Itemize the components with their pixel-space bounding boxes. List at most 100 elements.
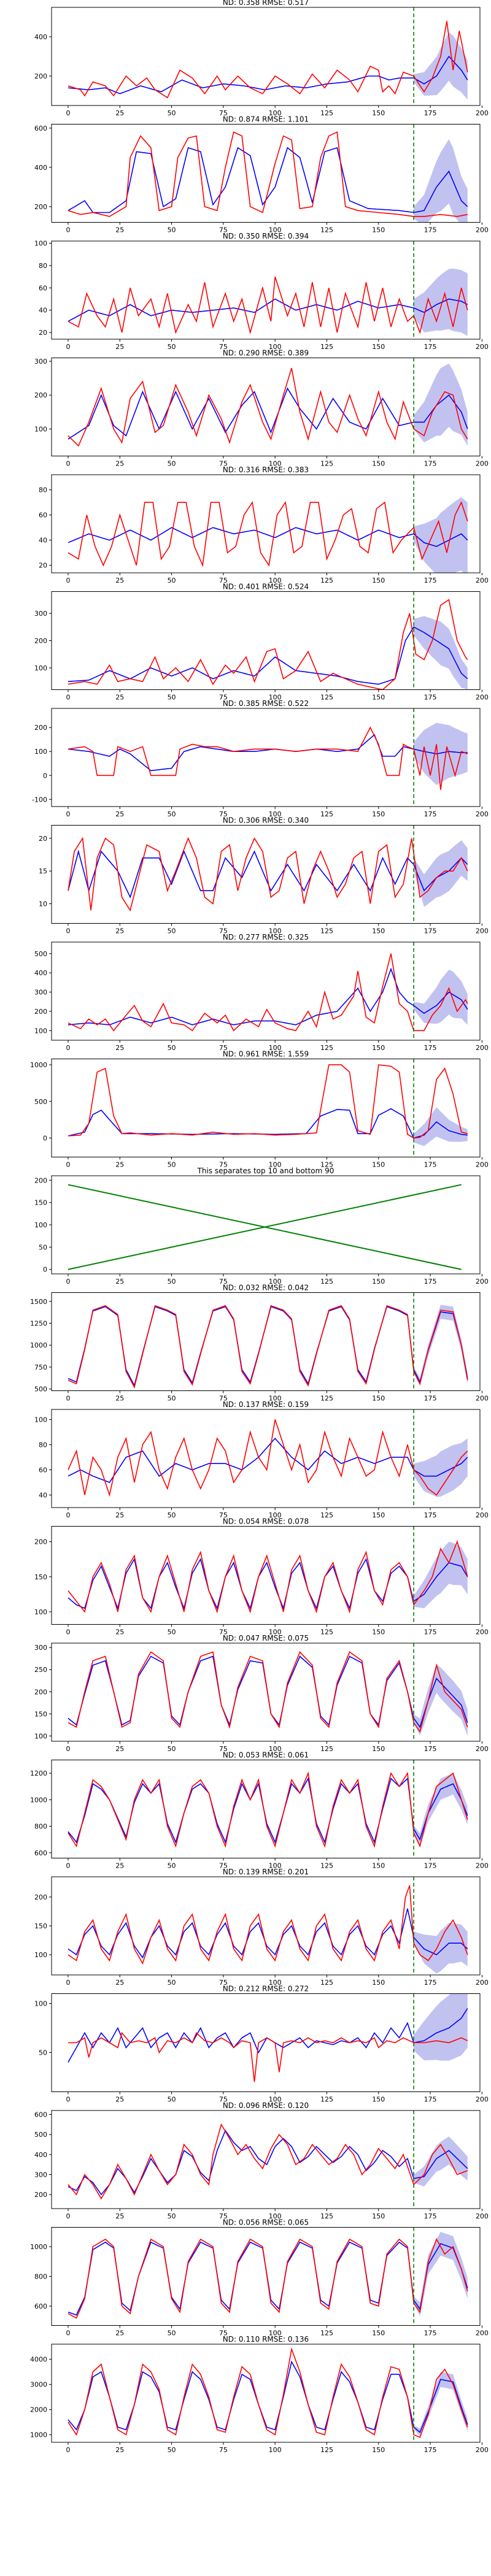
x-tick-label: 150 [372,1161,385,1169]
predicted-series [68,1437,468,1483]
x-tick-label: 50 [168,343,176,351]
predicted-series [68,2129,468,2196]
chart-title: ND: 0.137 RMSE: 0.159 [223,1400,309,1409]
x-tick-label: 175 [424,577,437,585]
actual-series [68,837,468,912]
y-tick-label: 200 [34,1688,47,1696]
x-tick-label: 125 [320,109,333,117]
actual-series [68,131,468,217]
x-tick-label: 0 [66,2329,70,2337]
y-tick-label: 20 [39,562,47,570]
x-tick-label: 175 [424,109,437,117]
chart-title: ND: 0.096 RMSE: 0.120 [223,2101,309,2110]
x-tick-label: 150 [372,577,385,585]
chart-panel-12: ND: 0.032 RMSE: 0.042 500 750 1000 1250 1500 0… [30,1284,489,1403]
prediction-interval-band [414,723,468,785]
axes-frame [51,1760,481,1858]
x-tick-label: 25 [115,694,124,702]
axes-frame [51,2110,481,2209]
x-tick-label: 75 [219,343,228,351]
x-tick-label: 100 [269,927,282,935]
chart-title: ND: 0.350 RMSE: 0.394 [223,232,309,240]
x-tick-label: 50 [168,226,176,234]
y-tick-label: 100 [34,1608,47,1616]
x-tick-label: 0 [66,2212,70,2220]
plot-area [68,591,468,690]
plot-area [68,2344,468,2442]
plot-area [68,1526,468,1625]
y-tick-label: 1000 [30,2431,47,2439]
predicted-series [68,849,468,899]
x-tick-label: 100 [269,1161,282,1169]
x-tick-label: 125 [320,226,333,234]
y-tick-label: 150 [34,1922,47,1930]
x-tick-label: 0 [66,2096,70,2104]
x-tick-label: 200 [476,1161,489,1169]
x-tick-label: 100 [269,1044,282,1052]
x-tick-label: 200 [476,109,489,117]
x-tick-label: 0 [66,1161,70,1169]
x-tick-label: 100 [269,1511,282,1519]
y-tick-label: 80 [39,1441,47,1449]
chart-panel-11: This separates top 10 and bottom 90 0 50 10… [34,1167,489,1286]
prediction-interval-band [414,139,468,223]
y-tick-label: 4000 [30,2356,47,2364]
chart-title: ND: 0.139 RMSE: 0.201 [223,1868,309,1876]
prediction-interval-band [414,1107,468,1146]
x-tick-label: 50 [168,694,176,702]
x-tick-label: 150 [372,694,385,702]
x-tick-label: 50 [168,927,176,935]
plot-area [68,1643,468,1741]
x-tick-label: 0 [66,1395,70,1403]
y-tick-label: 200 [34,1176,47,1184]
x-tick-label: 25 [115,2329,124,2337]
x-tick-label: 175 [424,2212,437,2220]
y-tick-label: 100 [34,1732,47,1740]
x-tick-label: 25 [115,1395,124,1403]
plot-area [68,2227,468,2326]
x-tick-label: 0 [66,1745,70,1753]
x-tick-label: 125 [320,1979,333,1987]
x-tick-label: 100 [269,2446,282,2454]
x-tick-label: 50 [168,810,176,818]
chart-title: ND: 0.961 RMSE: 1.559 [223,1050,309,1059]
x-tick-label: 200 [476,694,489,702]
y-tick-label: 20 [39,835,47,843]
actual-series [68,21,468,99]
y-tick-label: 50 [39,2049,47,2057]
x-tick-label: 200 [476,1395,489,1403]
x-tick-label: 75 [219,1044,228,1052]
y-tick-label: 0 [43,1266,47,1274]
prediction-interval-band [414,32,468,100]
x-tick-label: 200 [476,927,489,935]
x-tick-label: 125 [320,2212,333,2220]
chart-title: ND: 0.290 RMSE: 0.389 [223,349,309,358]
prediction-interval-band [414,268,468,336]
predicted-series [68,734,468,772]
x-tick-label: 150 [372,927,385,935]
x-tick-label: 150 [372,2096,385,2104]
chart-panel-2: ND: 0.874 RMSE: 1.101 200 400 600 0 25 50 75 100… [34,115,489,234]
x-tick-label: 25 [115,1044,124,1052]
x-tick-label: 100 [269,1979,282,1987]
y-tick-label: 250 [34,1666,47,1674]
prediction-interval-band [414,840,468,907]
x-tick-label: 125 [320,1278,333,1286]
x-tick-label: 75 [219,1862,228,1870]
y-tick-label: 1000 [30,1341,47,1349]
x-tick-label: 25 [115,1628,124,1636]
chart-title: ND: 0.306 RMSE: 0.340 [223,816,309,825]
x-tick-label: 25 [115,343,124,351]
axes-frame [51,240,481,340]
y-tick-label: 60 [39,284,47,292]
prediction-interval-band [414,1993,468,2061]
prediction-interval-band [414,1438,468,1497]
x-tick-label: 125 [320,2329,333,2337]
actual-series [68,953,468,1032]
x-tick-label: 25 [115,1278,124,1286]
plot-area [68,358,468,456]
y-tick-label: 750 [34,1363,47,1371]
chart-title: ND: 0.385 RMSE: 0.522 [223,699,309,708]
x-tick-label: 150 [372,2446,385,2454]
